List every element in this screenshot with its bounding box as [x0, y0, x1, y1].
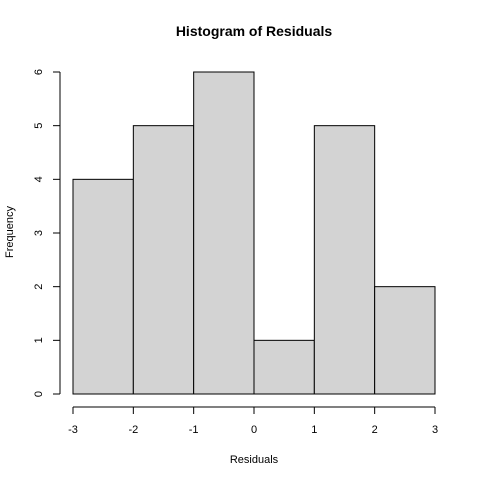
- x-tick-label: 1: [311, 424, 317, 436]
- histogram-bar-4: [313, 125, 376, 395]
- y-tick-label: 2: [33, 284, 45, 290]
- histogram-bar-1: [132, 125, 195, 395]
- y-tick-label: 1: [33, 337, 45, 343]
- x-tick-label: -1: [189, 424, 199, 436]
- x-axis: -3 -2 -1 0 1 2 3: [68, 406, 438, 436]
- y-axis: 0 1 2 3 4 5 6: [33, 69, 61, 397]
- y-tick-label: 3: [33, 230, 45, 236]
- x-tick-label: -2: [128, 424, 138, 436]
- histogram-bar-5: [374, 286, 436, 395]
- chart-title: Histogram of Residuals: [176, 23, 333, 39]
- histogram-bar-0: [72, 178, 134, 395]
- y-axis-label: Frequency: [4, 206, 16, 258]
- bars-group: [72, 71, 436, 395]
- x-tick-label: -3: [68, 424, 78, 436]
- y-tick-label: 5: [33, 123, 45, 129]
- x-tick-label: 2: [372, 424, 378, 436]
- x-tick-label: 3: [432, 424, 438, 436]
- y-tick-label: 4: [33, 176, 45, 182]
- x-axis-label: Residuals: [230, 454, 279, 466]
- y-tick-label: 0: [33, 391, 45, 397]
- histogram-bar-2: [193, 71, 255, 395]
- x-tick-label: 0: [251, 424, 257, 436]
- y-tick-label: 6: [33, 69, 45, 75]
- histogram-bar-3: [253, 339, 315, 395]
